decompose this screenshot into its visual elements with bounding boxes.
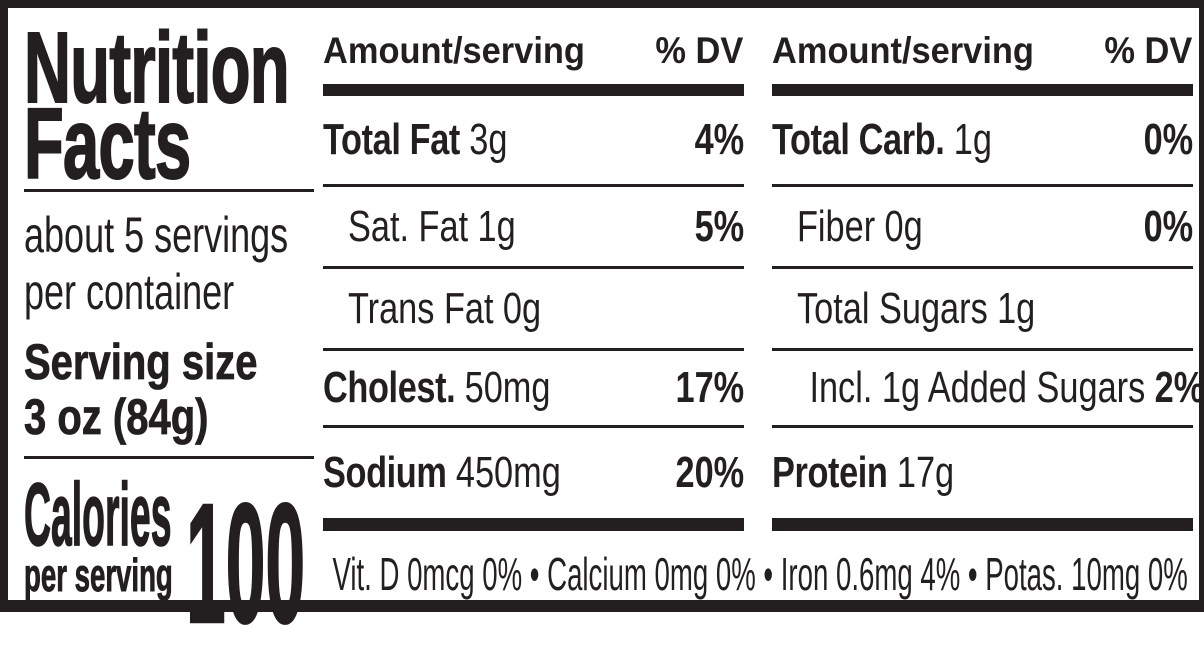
servings-line1: about 5 servings [24,207,289,263]
row-divider [323,348,744,351]
nutrient-column-carbs: Amount/serving % DV Total Carb. 1g 0% Fib… [772,8,1204,531]
nutrient-name: Total Sugars [796,283,988,333]
nutrient-amount: 1g [953,115,992,164]
label-title-line1: Nutrition [23,12,290,124]
nutrient-amount: 1g [997,283,1036,333]
nutrient-dv: 17% [675,363,745,412]
servings-per-container: about 5 servings per container [24,207,288,321]
nutrient-amount: 17g [896,448,955,497]
row-sodium: Sodium 450mg 20% [323,428,744,518]
column-header-amount: Amount/serving [772,30,1034,71]
nutrient-dv: 4% [694,115,745,164]
column-header-dv: % DV [655,30,744,71]
nutrient-dv: 0% [1143,115,1194,164]
serving-size-value: 3 oz (84g) [24,389,209,445]
micronutrient-footnote-text: Vit. D 0mcg 0% • Calcium 0mg 0% • Iron 0… [332,548,1188,600]
nutrient-name: Cholest. [323,363,456,412]
row-total-fat: Total Fat 3g 4% [323,96,744,184]
row-total-carb: Total Carb. 1g 0% [772,96,1193,184]
calories-sublabel: per serving [24,549,173,601]
column-header-amount: Amount/serving [323,30,585,71]
row-sat-fat: Sat. Fat 1g 5% [323,187,744,266]
row-divider [323,425,744,428]
header-bar [323,84,744,96]
nutrient-name: Incl. 1g Added Sugars [809,363,1146,412]
nutrient-amount: 450mg [455,448,561,497]
row-divider [772,425,1193,428]
nutrient-name: Sodium [323,448,447,497]
row-divider [323,184,744,187]
row-divider [772,348,1193,351]
calories-label: Calories [24,464,172,564]
nutrient-rows: Total Fat 3g 4% Sat. Fat 1g 5% Trans Fat 0g… [323,96,744,518]
row-cholesterol: Cholest. 50mg 17% [323,351,744,425]
column-header: Amount/serving % DV [323,32,743,69]
row-divider [772,184,1193,187]
nutrient-name: Total Fat [323,115,460,164]
nutrient-amount: 50mg [464,363,551,412]
calories-value: 100 [185,469,306,659]
label-title: Nutrition Facts [23,12,290,200]
nutrient-name: Trans Fat [347,283,494,333]
nutrient-dv: 5% [694,201,745,251]
row-protein: Protein 17g [772,428,1193,518]
nutrient-amount: 1g [477,201,516,251]
nutrient-column-fats: Amount/serving % DV Total Fat 3g 4% Sat. … [323,8,744,531]
nutrient-name: Total Carb. [772,115,945,164]
row-added-sugars: Incl. 1g Added Sugars 2% [772,351,1204,425]
nutrient-amount: 0g [502,283,542,333]
serving-size-label: Serving size [24,334,258,390]
column-header-dv: % DV [1104,30,1193,71]
footer-bar [323,518,744,531]
nutrient-dv: 20% [675,448,745,497]
nutrient-dv: 0% [1143,201,1194,251]
column-header: Amount/serving % DV [772,32,1192,69]
row-fiber: Fiber 0g 0% [772,187,1193,266]
serving-size: Serving size 3 oz (84g) [24,334,258,445]
left-panel-divider-bottom [24,456,314,459]
nutrient-name: Fiber [796,201,876,251]
row-total-sugars: Total Sugars 1g [772,269,1193,348]
footer-bar [772,518,1193,531]
header-bar [772,84,1193,96]
label-title-line2: Facts [23,88,192,200]
row-trans-fat: Trans Fat 0g [323,269,744,348]
nutrient-amount: 3g [469,115,508,164]
row-divider [323,266,744,269]
micronutrient-footnote: Vit. D 0mcg 0% • Calcium 0mg 0% • Iron 0… [326,551,1194,597]
nutrient-name: Sat. Fat [347,201,469,251]
servings-line2: per container [24,264,235,320]
nutrient-amount: 0g [884,201,923,251]
left-panel-divider-top [24,189,314,192]
nutrient-dv: 2% [1154,363,1204,412]
nutrient-rows: Total Carb. 1g 0% Fiber 0g 0% Total Sugars… [772,96,1204,518]
nutrient-name: Protein [772,448,888,497]
row-divider [772,266,1193,269]
